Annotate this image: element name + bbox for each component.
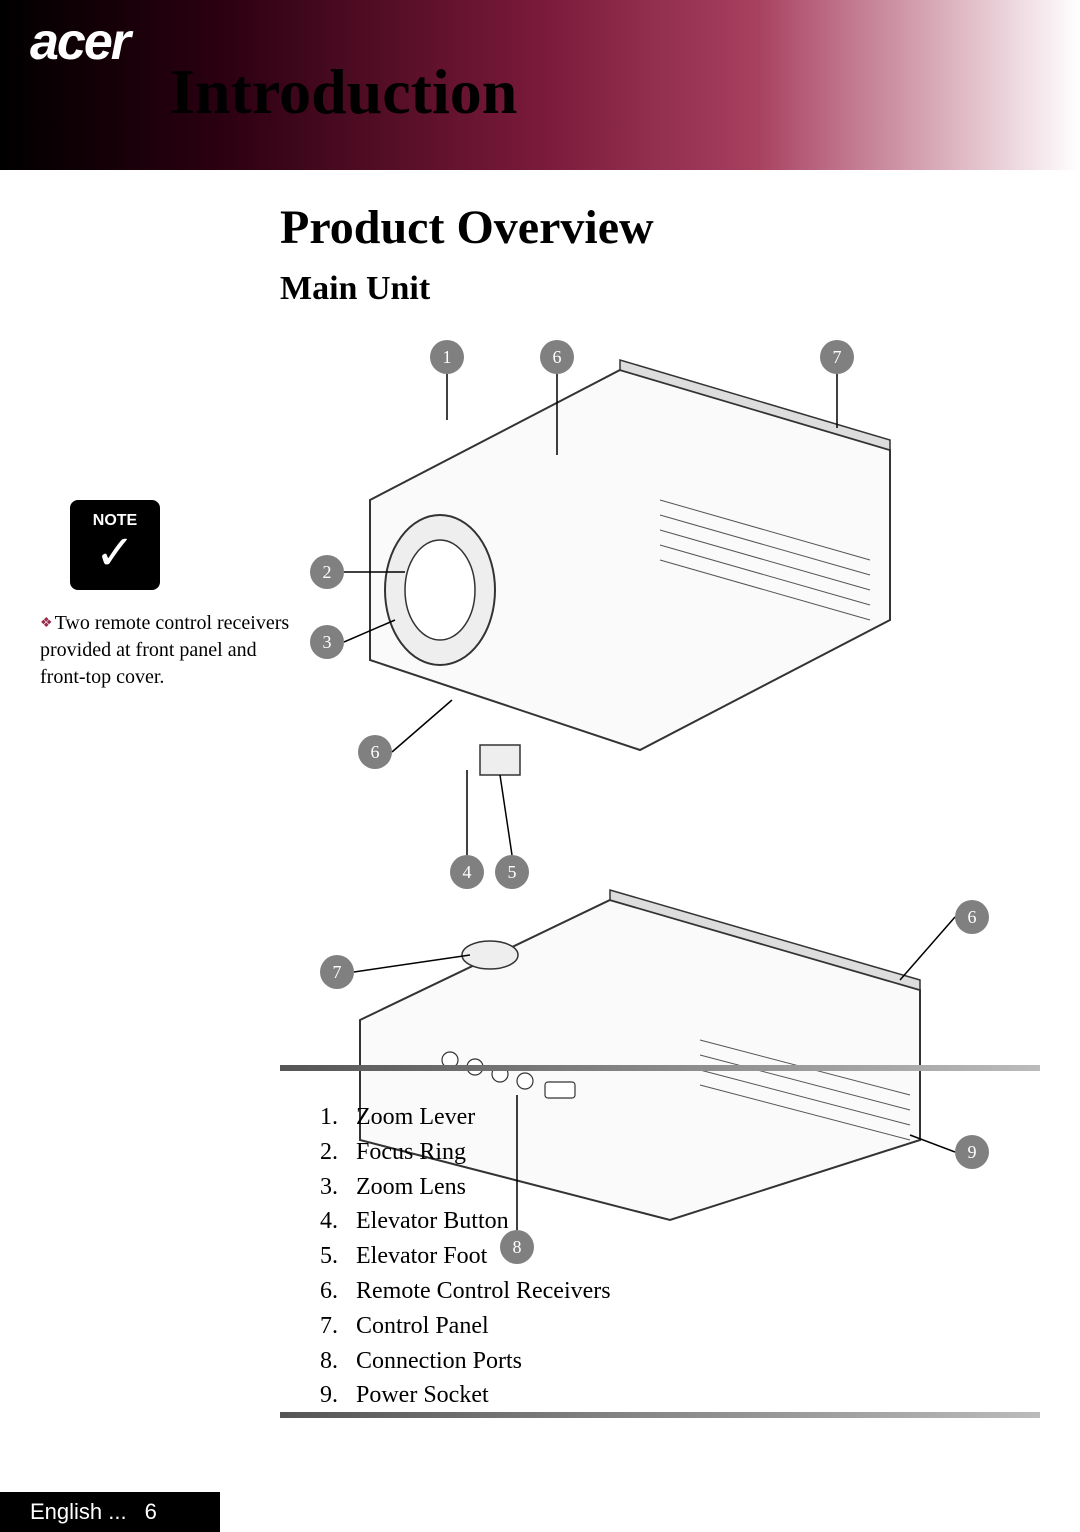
check-icon: ✓: [95, 530, 135, 578]
parts-list: 1.Zoom Lever 2.Focus Ring 3.Zoom Lens 4.…: [320, 1100, 611, 1413]
callout-5: 5: [495, 855, 529, 889]
callout-6c: 6: [955, 900, 989, 934]
list-item: 5.Elevator Foot: [320, 1239, 611, 1274]
callout-6a: 6: [540, 340, 574, 374]
callout-7b: 7: [320, 955, 354, 989]
list-item: 8.Connection Ports: [320, 1344, 611, 1379]
list-rule-top: [280, 1065, 1040, 1071]
callout-1: 1: [430, 340, 464, 374]
projector-front-view: [370, 360, 890, 775]
diamond-bullet-icon: ❖: [40, 616, 53, 631]
note-body: Two remote control receivers provided at…: [40, 612, 289, 688]
list-item: 2.Focus Ring: [320, 1135, 611, 1170]
brand-logo: acer: [30, 12, 129, 72]
callout-7a: 7: [820, 340, 854, 374]
list-rule-bottom: [280, 1412, 1040, 1418]
leaders-front: [344, 374, 837, 855]
callout-4: 4: [450, 855, 484, 889]
list-item: 6.Remote Control Receivers: [320, 1274, 611, 1309]
header-banner: [0, 0, 1080, 170]
list-item: 7.Control Panel: [320, 1309, 611, 1344]
callout-2: 2: [310, 555, 344, 589]
callout-9: 9: [955, 1135, 989, 1169]
chapter-title: Introduction: [170, 55, 517, 129]
callout-6b: 6: [358, 735, 392, 769]
footer-bar: English ... 6: [0, 1492, 220, 1532]
subsection-title: Main Unit: [280, 270, 430, 308]
note-text: ❖Two remote control receivers provided a…: [40, 610, 300, 691]
callout-3: 3: [310, 625, 344, 659]
list-item: 1.Zoom Lever: [320, 1100, 611, 1135]
list-item: 3.Zoom Lens: [320, 1170, 611, 1205]
section-title: Product Overview: [280, 200, 654, 255]
footer-language: English ...: [30, 1499, 127, 1525]
footer-page-number: 6: [145, 1499, 157, 1525]
list-item: 4.Elevator Button: [320, 1204, 611, 1239]
note-badge: NOTE ✓: [70, 500, 160, 590]
